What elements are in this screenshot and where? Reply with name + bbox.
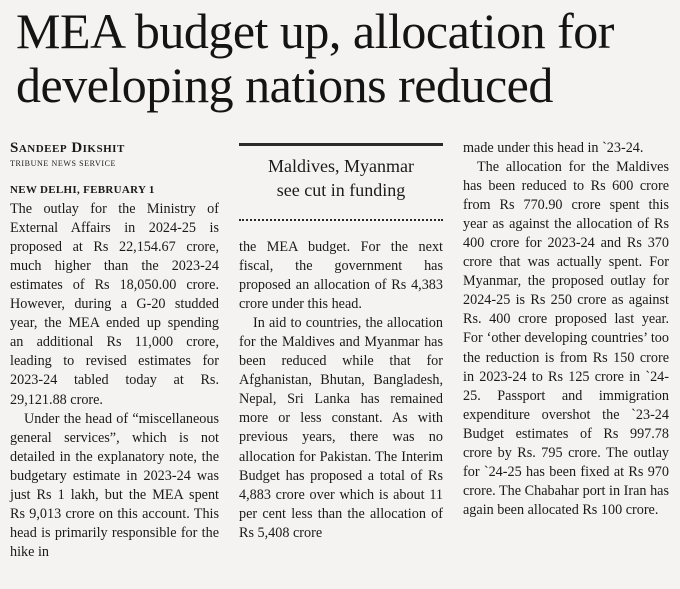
paragraph: The outlay for the Ministry of External … [10, 201, 219, 408]
headline: MEA budget up, allocation for developing… [16, 4, 676, 112]
dateline: NEW DELHI, FEBRUARY 1 [10, 184, 155, 196]
paragraph: Under the head of “miscellaneous general… [10, 410, 219, 560]
paragraph: made under this head in `23-24. [463, 140, 644, 156]
headline-line-2: developing nations reduced [16, 57, 553, 113]
byline: Sandeep Dikshit [10, 140, 125, 156]
pull-quote-line-1: Maldives, Myanmar [268, 156, 414, 176]
pull-quote-divider [239, 219, 443, 221]
news-service: TRIBUNE NEWS SERVICE [10, 159, 117, 168]
paragraph: In aid to countries, the allocation for … [239, 315, 443, 541]
article-column-2: the MEA budget. For the next fiscal, the… [239, 238, 443, 543]
paragraph: the MEA budget. For the next fiscal, the… [239, 239, 443, 313]
article-column-3: made under this head in `23-24. The allo… [463, 139, 669, 520]
pull-quote-line-2: see cut in funding [276, 180, 406, 200]
article-column-1: NEW DELHI, FEBRUARY 1 The outlay for the… [10, 181, 219, 562]
headline-line-1: MEA budget up, allocation for [16, 3, 614, 59]
pull-quote: Maldives, Myanmar see cut in funding [239, 143, 443, 222]
paragraph: The allocation for the Maldives has been… [463, 159, 669, 518]
